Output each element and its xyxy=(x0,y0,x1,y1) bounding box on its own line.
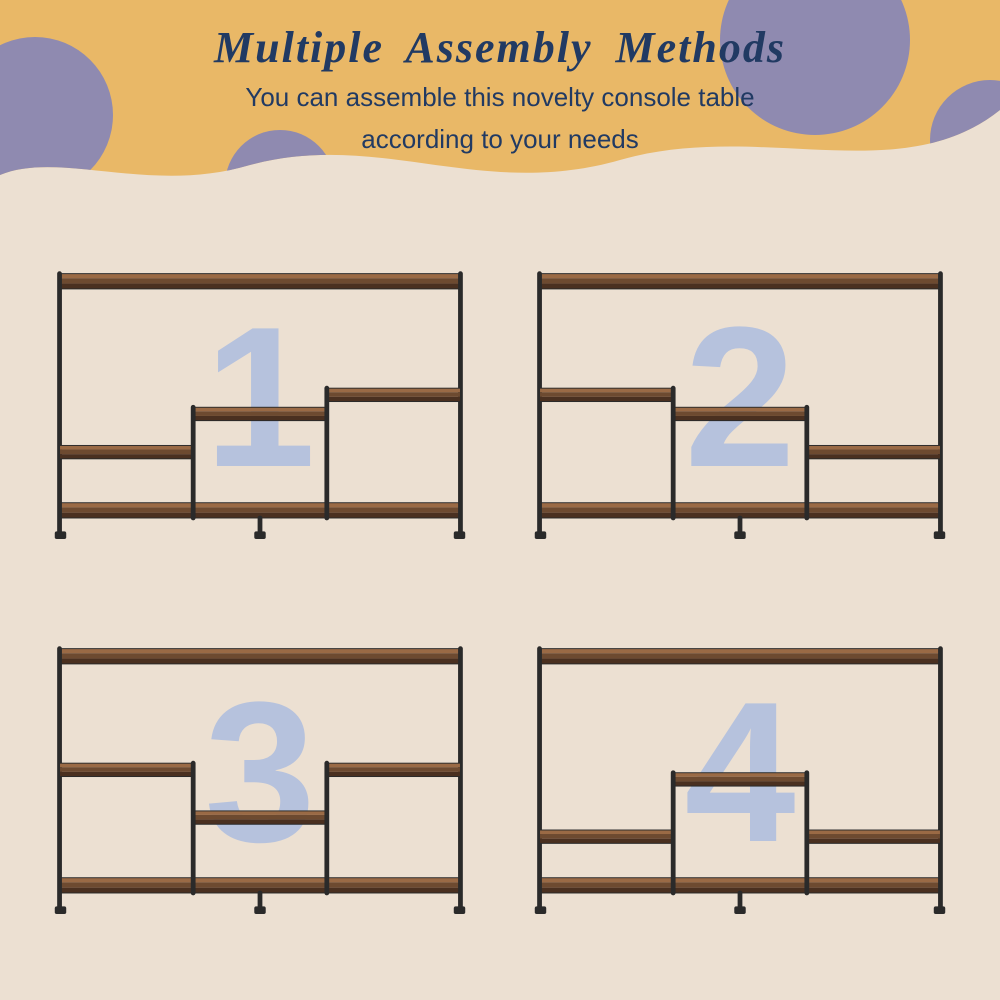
table-diagram-3 xyxy=(50,620,470,925)
banner-text-block: Multiple Assembly Methods You can assemb… xyxy=(0,0,1000,200)
table-diagram-4 xyxy=(530,620,950,925)
header-banner: Multiple Assembly Methods You can assemb… xyxy=(0,0,1000,200)
variant-cell-2: 2 xyxy=(530,230,950,565)
banner-title: Multiple Assembly Methods xyxy=(214,22,786,73)
banner-subtitle-line2: according to your needs xyxy=(361,123,639,157)
variant-cell-4: 4 xyxy=(530,605,950,940)
variant-cell-1: 1 xyxy=(50,230,470,565)
banner-subtitle-line1: You can assemble this novelty console ta… xyxy=(245,81,754,115)
table-diagram-1 xyxy=(50,245,470,550)
variant-cell-3: 3 xyxy=(50,605,470,940)
table-diagram-2 xyxy=(530,245,950,550)
variants-grid: 1 2 xyxy=(0,200,1000,980)
